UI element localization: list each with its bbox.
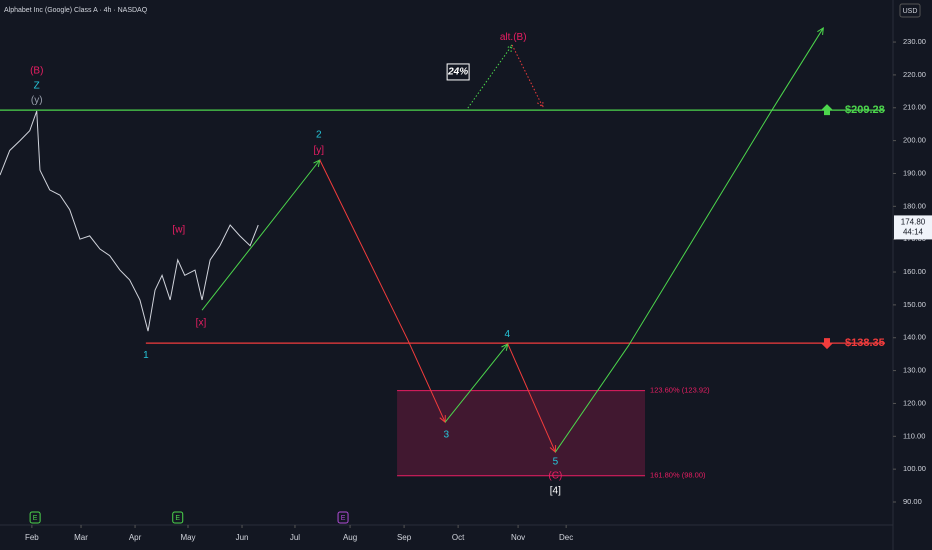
- y-tick-label: 110.00: [903, 431, 925, 440]
- x-tick-label: Mar: [74, 533, 88, 542]
- wave-path: [319, 159, 446, 423]
- arrow-head: [817, 26, 824, 35]
- price-line: [0, 110, 259, 332]
- wave-label: 4: [504, 329, 510, 340]
- level-arrow: [821, 338, 833, 350]
- y-tick-label: 90.00: [903, 497, 922, 506]
- x-tick-label: Apr: [129, 533, 142, 542]
- x-tick-label: Aug: [343, 533, 357, 542]
- arrow-head: [439, 415, 446, 424]
- y-tick-label: 150.00: [903, 300, 926, 309]
- x-tick-label: Sep: [397, 533, 412, 542]
- event-marker[interactable]: [172, 511, 184, 524]
- wave-label: alt.(B): [500, 32, 527, 43]
- wave-label: (y): [31, 95, 43, 106]
- level-arrow: [821, 104, 833, 116]
- arrow-head: [537, 100, 544, 109]
- x-tick-label: Dec: [559, 533, 573, 542]
- level-label: $138.35: [845, 337, 885, 349]
- y-tick-label: 230.00: [903, 37, 926, 46]
- y-tick-label: 100.00: [903, 464, 926, 473]
- y-tick-label: 210.00: [903, 103, 926, 112]
- y-tick-label: 120.00: [903, 398, 926, 407]
- price-tag-label: 174.80: [901, 218, 926, 227]
- wave-label: (B): [30, 66, 43, 77]
- x-tick-label: Jun: [236, 533, 249, 542]
- wave-label: 2: [316, 130, 322, 141]
- probability-label: 24%: [447, 67, 468, 78]
- wave-label: 3: [443, 430, 449, 441]
- y-tick-label: 220.00: [903, 70, 926, 79]
- wave-label: Z: [34, 81, 40, 92]
- wave-label: [y]: [313, 145, 324, 156]
- wave-label: [w]: [172, 225, 185, 236]
- arrow-head: [505, 44, 513, 52]
- x-tick-label: Nov: [511, 533, 525, 542]
- currency[interactable]: USD: [903, 8, 918, 15]
- wave-label: (C): [548, 471, 562, 482]
- wave-path: [467, 44, 513, 109]
- event-marker[interactable]: [29, 511, 41, 524]
- x-tick-label: Feb: [25, 533, 39, 542]
- price-tag: [894, 215, 932, 240]
- symbol-title: Alphabet Inc (Google) Class A · 4h · NAS…: [4, 7, 148, 14]
- y-tick-label: 200.00: [903, 136, 926, 145]
- wave-path: [511, 44, 544, 108]
- wave-label: 5: [553, 457, 559, 468]
- wave-path: [507, 343, 556, 453]
- x-tick-label: May: [180, 533, 195, 542]
- price-tag-countdown: 44:14: [903, 228, 924, 237]
- wave-path: [444, 343, 509, 423]
- y-tick-label: 180.00: [903, 201, 926, 210]
- y-tick-label: 190.00: [903, 168, 926, 177]
- y-tick-label: 160.00: [903, 267, 926, 276]
- x-tick-label: Jul: [290, 533, 300, 542]
- arrow-head: [549, 445, 557, 454]
- currency-box[interactable]: [899, 3, 921, 18]
- y-tick-label: 140.00: [903, 333, 926, 342]
- event-label: E: [341, 515, 346, 522]
- fib-zone: [397, 390, 646, 476]
- wave-path: [201, 159, 321, 311]
- fib-top-label: 123.60% (123.92): [650, 386, 710, 395]
- x-tick-label: Oct: [452, 533, 465, 542]
- y-tick-label: 130.00: [903, 366, 926, 375]
- wave-label: 1: [143, 350, 149, 361]
- wave-path: [554, 27, 824, 453]
- fib-bottom-label: 161.80% (98.00): [650, 471, 706, 480]
- level-label: $209.28: [845, 104, 885, 116]
- event-marker[interactable]: [337, 511, 349, 524]
- event-label: E: [33, 515, 38, 522]
- probability-box: [446, 63, 470, 81]
- wave-label: [4]: [550, 485, 561, 496]
- wave-label: [x]: [196, 318, 207, 329]
- event-label: E: [175, 515, 180, 522]
